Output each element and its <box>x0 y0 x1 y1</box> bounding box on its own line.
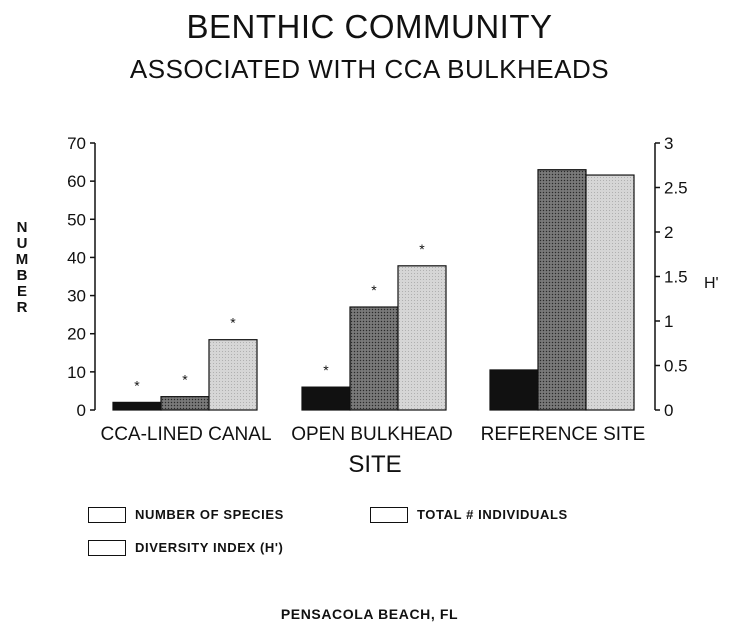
x-tick-label: CCA-LINED CANAL <box>100 424 271 445</box>
y-tick-label-right: 2 <box>664 223 673 242</box>
y-axis-label-right: H' <box>704 275 719 292</box>
legend-swatch-diversity-index <box>88 540 126 556</box>
x-axis-label: SITE <box>348 451 401 478</box>
bar-number-of-species <box>112 401 162 411</box>
significance-marker: * <box>134 377 140 393</box>
chart-subtitle: ASSOCIATED WITH CCA BULKHEADS <box>129 54 610 84</box>
bar-diversity-index <box>397 265 447 411</box>
y-tick-label-right: 1.5 <box>664 268 688 287</box>
footer-location: PENSACOLA BEACH, FL <box>280 606 459 622</box>
bar-number-of-species <box>301 386 351 411</box>
chart-title: BENTHIC COMMUNITY <box>186 8 553 45</box>
bar-total-individuals <box>349 306 399 411</box>
significance-marker: * <box>323 362 329 378</box>
y-tick-label-right: 0.5 <box>664 357 688 376</box>
y-tick-label-right: 1 <box>664 312 673 331</box>
y-tick-label-right: 2.5 <box>664 179 688 198</box>
legend-swatch-number-of-species <box>88 507 126 523</box>
significance-marker: * <box>371 282 377 298</box>
legend-label-total-individuals: TOTAL # INDIVIDUALS <box>417 507 568 522</box>
legend-label-number-of-species: NUMBER OF SPECIES <box>135 507 284 522</box>
significance-marker: * <box>419 241 425 257</box>
y-tick-label-left: 20 <box>67 325 86 344</box>
bar-diversity-index <box>585 174 635 411</box>
x-tick-label: OPEN BULKHEAD <box>291 424 453 445</box>
y-tick-label-left: 70 <box>67 134 86 153</box>
y-tick-label-left: 60 <box>67 172 86 191</box>
y-tick-label-right: 3 <box>664 134 673 153</box>
bar-number-of-species <box>489 369 539 411</box>
y-tick-label-left: 50 <box>67 210 86 229</box>
y-tick-label-right: 0 <box>664 401 673 420</box>
bar-total-individuals <box>160 396 210 411</box>
bar-diversity-index <box>208 339 258 411</box>
y-tick-label-left: 0 <box>77 401 86 420</box>
legend-label-diversity-index: DIVERSITY INDEX (H') <box>135 540 284 555</box>
y-tick-label-left: 40 <box>67 248 86 267</box>
significance-marker: * <box>230 315 236 331</box>
y-tick-label-left: 10 <box>67 363 86 382</box>
significance-marker: * <box>182 372 188 388</box>
legend-swatch-total-individuals <box>370 507 408 523</box>
x-tick-label: REFERENCE SITE <box>481 424 646 445</box>
y-tick-label-left: 30 <box>67 287 86 306</box>
bar-total-individuals <box>537 169 587 411</box>
